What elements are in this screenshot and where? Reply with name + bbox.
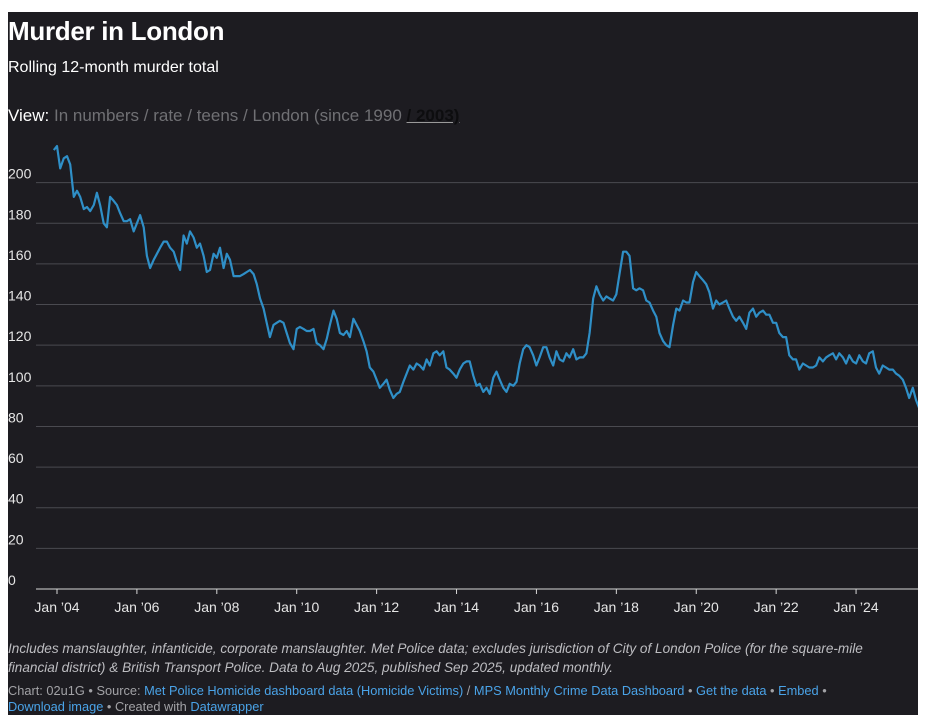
view-separator: / [238, 106, 253, 125]
view-option-london-2003[interactable]: / 2003) [406, 106, 460, 125]
x-tick-label: Jan ’20 [674, 599, 719, 615]
x-tick-label: Jan ’10 [274, 599, 319, 615]
chart-footer: Chart: 02u1G • Source: Met Police Homici… [8, 683, 914, 715]
y-tick-label: 100 [8, 369, 32, 385]
footer-dot: • [770, 683, 775, 698]
x-tick-label: Jan ’16 [514, 599, 559, 615]
x-tick-label: Jan ’06 [114, 599, 159, 615]
chart-subtitle: Rolling 12-month murder total [8, 59, 219, 76]
x-tick-label: Jan ’12 [354, 599, 399, 615]
y-tick-label: 140 [8, 288, 32, 304]
y-tick-label: 180 [8, 206, 32, 222]
view-option-in-numbers[interactable]: In numbers [54, 106, 140, 125]
footer-dot: • [688, 683, 693, 698]
x-tick-label: Jan ’04 [34, 599, 79, 615]
view-option-rate[interactable]: rate [153, 106, 183, 125]
view-separator: / [139, 106, 154, 125]
view-option-london-1990[interactable]: London (since 1990 [252, 106, 402, 125]
chart-container: Murder in London Rolling 12-month murder… [8, 12, 918, 715]
y-tick-label: 120 [8, 328, 32, 344]
y-tick-label: 20 [8, 531, 24, 547]
series-line-murder-total [52, 145, 918, 409]
source-label: Source: [96, 683, 141, 698]
get-data-link[interactable]: Get the data [696, 683, 767, 698]
footer-dot: • [106, 699, 112, 714]
x-tick-label: Jan ’08 [194, 599, 239, 615]
chart-title: Murder in London [8, 16, 225, 46]
chart-notes: Includes manslaughter, infanticide, corp… [8, 641, 863, 675]
line-chart: 0 20 40 60 80 100 120 140 160 180 200 Jan ’04 Jan ’0… [8, 145, 918, 615]
x-tick-label: Jan ’22 [754, 599, 799, 615]
y-tick-label: 0 [8, 572, 16, 588]
y-tick-label: 60 [8, 450, 24, 466]
footer-dot: • [822, 683, 827, 698]
download-image-link[interactable]: Download image [8, 699, 104, 714]
y-tick-label: 160 [8, 247, 32, 263]
view-separator: / [182, 106, 197, 125]
view-option-teens[interactable]: teens [196, 106, 239, 125]
source-separator: / [466, 683, 471, 698]
y-tick-label: 200 [8, 166, 32, 182]
chart-id: Chart: 02u1G [8, 683, 85, 698]
view-selector: View: In numbers / rate / teens / London… [8, 106, 459, 126]
x-tick-label: Jan ’14 [434, 599, 479, 615]
embed-link[interactable]: Embed [778, 683, 819, 698]
created-with-text: Created with [114, 699, 187, 714]
x-tick-label: Jan ’18 [594, 599, 639, 615]
y-tick-label: 40 [8, 491, 24, 507]
source-link-mps-dashboard[interactable]: MPS Monthly Crime Data Dashboard [473, 683, 685, 698]
x-tick-label: Jan ’24 [833, 599, 878, 615]
source-link-homicide-dashboard[interactable]: Met Police Homicide dashboard data (Homi… [144, 683, 464, 698]
y-tick-label: 80 [8, 409, 24, 425]
datawrapper-link[interactable]: Datawrapper [190, 699, 264, 714]
view-label: View: [8, 106, 50, 125]
footer-dot: • [88, 683, 93, 698]
